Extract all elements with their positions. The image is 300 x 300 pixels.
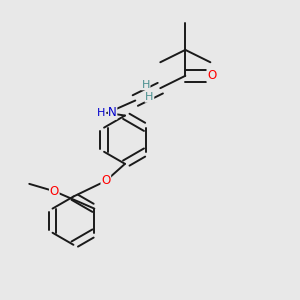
Text: H: H bbox=[141, 80, 150, 90]
Text: O: O bbox=[101, 174, 110, 188]
Text: H: H bbox=[145, 92, 154, 102]
Text: O: O bbox=[50, 185, 59, 198]
Text: O: O bbox=[207, 69, 217, 82]
Text: N: N bbox=[108, 106, 117, 119]
Text: H: H bbox=[97, 108, 105, 118]
